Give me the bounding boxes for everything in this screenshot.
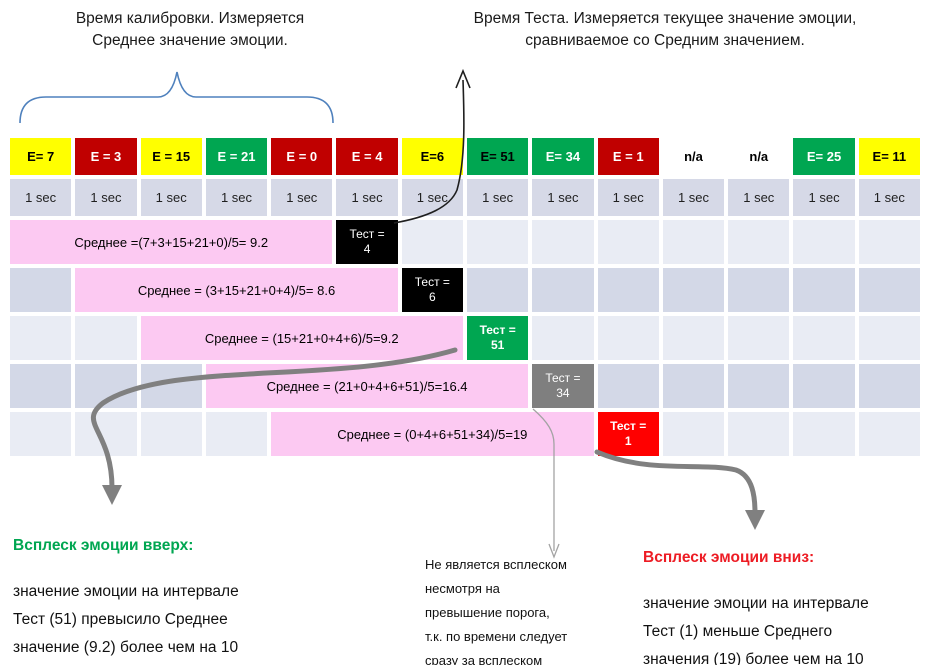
header-cell: E= 25	[793, 138, 855, 175]
average-cell: Среднее = (21+0+4+6+51)/5=16.4	[205, 364, 529, 408]
empty-cell	[401, 220, 463, 264]
empty-cell	[75, 316, 137, 360]
empty-cell	[466, 220, 529, 264]
empty-cell	[793, 316, 855, 360]
empty-cell	[75, 364, 137, 408]
sec-cell: 1 sec	[662, 179, 725, 216]
empty-cell	[10, 412, 72, 456]
empty-cell	[532, 316, 594, 360]
surge-up-title: Всплеск эмоции вверх:	[13, 537, 194, 554]
average-cell: Среднее = (15+21+0+4+6)/5=9.2	[140, 316, 463, 360]
empty-cell	[662, 316, 725, 360]
header-cell: E=6	[401, 138, 463, 175]
empty-cell	[662, 220, 725, 264]
header-cell: E = 15	[140, 138, 202, 175]
empty-cell	[597, 268, 659, 312]
average-cell: Среднее =(7+3+15+21+0)/5= 9.2	[10, 220, 333, 264]
sec-cell: 1 sec	[532, 179, 594, 216]
header-cell: E = 3	[75, 138, 137, 175]
sec-cell: 1 sec	[10, 179, 72, 216]
surge-up-body: значение эмоции на интервале Тест (51) п…	[13, 583, 239, 656]
empty-cell	[728, 316, 790, 360]
header-cell: n/a	[728, 138, 790, 175]
test-cell: Тест = 51	[466, 316, 529, 360]
header-cell: n/a	[662, 138, 725, 175]
empty-cell	[858, 268, 920, 312]
header-cell: E= 51	[466, 138, 529, 175]
empty-cell	[140, 364, 202, 408]
header-cell: E= 34	[532, 138, 594, 175]
sec-cell: 1 sec	[271, 179, 333, 216]
average-cell: Среднее = (0+4+6+51+34)/5=19	[271, 412, 594, 456]
empty-cell	[858, 316, 920, 360]
empty-cell	[140, 412, 202, 456]
calibration-brace-icon	[19, 71, 334, 124]
sec-cell: 1 sec	[140, 179, 202, 216]
empty-cell	[10, 316, 72, 360]
empty-cell	[662, 412, 725, 456]
empty-cell	[728, 412, 790, 456]
sec-cell: 1 sec	[793, 179, 855, 216]
empty-cell	[75, 412, 137, 456]
empty-cell	[597, 364, 659, 408]
sec-cell: 1 sec	[401, 179, 463, 216]
empty-cell	[728, 364, 790, 408]
empty-cell	[597, 316, 659, 360]
sec-cell: 1 sec	[466, 179, 529, 216]
empty-cell	[10, 364, 72, 408]
surge-down-annotation: Всплеск эмоции вниз: значение эмоции на …	[643, 526, 930, 665]
test-cell: Тест = 1	[597, 412, 659, 456]
surge-down-body: значение эмоции на интервале Тест (1) ме…	[643, 595, 869, 665]
no-surge-note: Не является всплеском несмотря на превыш…	[425, 557, 568, 665]
empty-cell	[532, 220, 594, 264]
header-cell: E= 11	[858, 138, 920, 175]
empty-cell	[10, 268, 72, 312]
empty-cell	[662, 364, 725, 408]
header-cell: E = 21	[205, 138, 268, 175]
empty-cell	[793, 412, 855, 456]
empty-cell	[532, 268, 594, 312]
empty-cell	[597, 220, 659, 264]
sec-cell: 1 sec	[205, 179, 268, 216]
test-caption: Время Теста. Измеряется текущее значение…	[473, 10, 857, 50]
header-cell: E= 7	[10, 138, 72, 175]
empty-cell	[205, 412, 268, 456]
sec-cell: 1 sec	[597, 179, 659, 216]
sec-cell: 1 sec	[858, 179, 920, 216]
average-cell: Среднее = (3+15+21+0+4)/5= 8.6	[75, 268, 398, 312]
sec-cell: 1 sec	[728, 179, 790, 216]
empty-cell	[793, 268, 855, 312]
empty-cell	[858, 364, 920, 408]
empty-cell	[793, 364, 855, 408]
empty-cell	[793, 220, 855, 264]
empty-cell	[858, 220, 920, 264]
header-cell: E = 4	[336, 138, 398, 175]
test-cell: Тест = 34	[532, 364, 594, 408]
test-cell: Тест = 6	[401, 268, 463, 312]
header-cell: E = 1	[597, 138, 659, 175]
sec-cell: 1 sec	[336, 179, 398, 216]
empty-cell	[728, 268, 790, 312]
header-cell: E = 0	[271, 138, 333, 175]
surge-down-arrow-icon	[594, 449, 765, 530]
empty-cell	[466, 268, 529, 312]
empty-cell	[728, 220, 790, 264]
empty-cell	[858, 412, 920, 456]
empty-cell	[662, 268, 725, 312]
sec-cell: 1 sec	[75, 179, 137, 216]
test-cell: Тест = 4	[336, 220, 398, 264]
calibration-caption: Время калибровки. Измеряется Среднее зна…	[75, 10, 305, 50]
surge-up-annotation: Всплеск эмоции вверх: значение эмоции на…	[13, 514, 333, 665]
surge-down-title: Всплеск эмоции вниз:	[643, 549, 815, 566]
